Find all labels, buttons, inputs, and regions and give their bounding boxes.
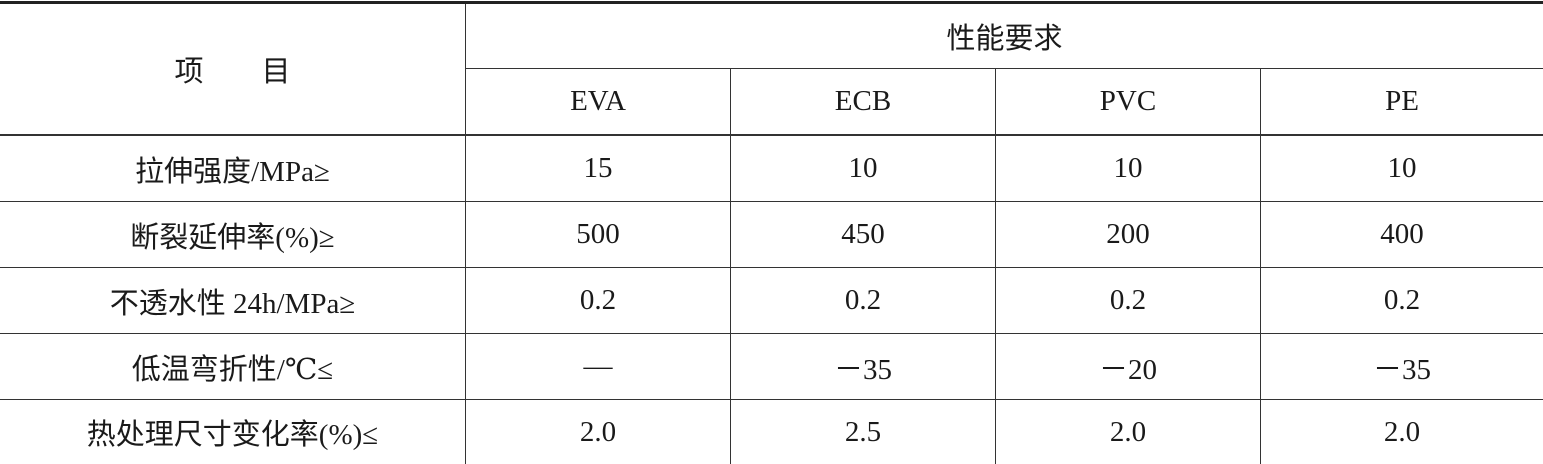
divider	[0, 201, 1543, 202]
table-cell: 200	[1106, 218, 1150, 250]
row-label: 断裂延伸率(%)≥	[130, 221, 335, 254]
divider	[0, 333, 1543, 334]
column-header-eva: EVA	[570, 85, 626, 117]
table-cell: 10	[1113, 152, 1143, 184]
divider	[730, 68, 731, 464]
table-cell: 0.2	[1109, 284, 1147, 316]
row-label: 不透水性 24h/MPa≥	[109, 287, 356, 320]
table-cell: 2.0	[1109, 415, 1147, 448]
divider	[1260, 68, 1261, 464]
table-cell: 0.2	[844, 284, 882, 316]
row-label: 热处理尺寸变化率(%)≤	[86, 419, 379, 451]
table-cell: 0.2	[1383, 284, 1421, 316]
column-header-pe: PE	[1385, 85, 1419, 117]
table-cell: 2.0	[1383, 415, 1421, 448]
table-cell: 2.0	[579, 415, 617, 448]
table-cell: －35	[833, 353, 892, 386]
table-cell: 500	[576, 218, 620, 250]
top-border	[0, 1, 1543, 4]
table-cell: 15	[583, 152, 613, 184]
row-label: 低温弯折性/℃≤	[131, 353, 334, 386]
column-header-pvc: PVC	[1099, 85, 1157, 117]
table-cell: 2.5	[844, 415, 882, 448]
table-cell: 450	[841, 218, 885, 250]
column-header-ecb: ECB	[834, 85, 892, 117]
table-cell: 400	[1380, 218, 1424, 250]
table-cell: 0.2	[579, 284, 617, 316]
divider	[0, 134, 1543, 136]
table-cell: －20	[1098, 353, 1157, 386]
divider	[465, 68, 1543, 69]
table-cell: —	[583, 350, 613, 382]
divider	[0, 399, 1543, 400]
divider	[995, 68, 996, 464]
table-cell: 10	[1387, 152, 1417, 184]
group-header: 性能要求	[946, 23, 1063, 55]
table-cell: 10	[848, 152, 878, 184]
divider	[0, 267, 1543, 268]
item-header: 项 目	[174, 56, 291, 88]
divider	[465, 4, 466, 464]
table-cell: －35	[1372, 353, 1431, 386]
row-label: 拉伸强度/MPa≥	[135, 155, 330, 188]
